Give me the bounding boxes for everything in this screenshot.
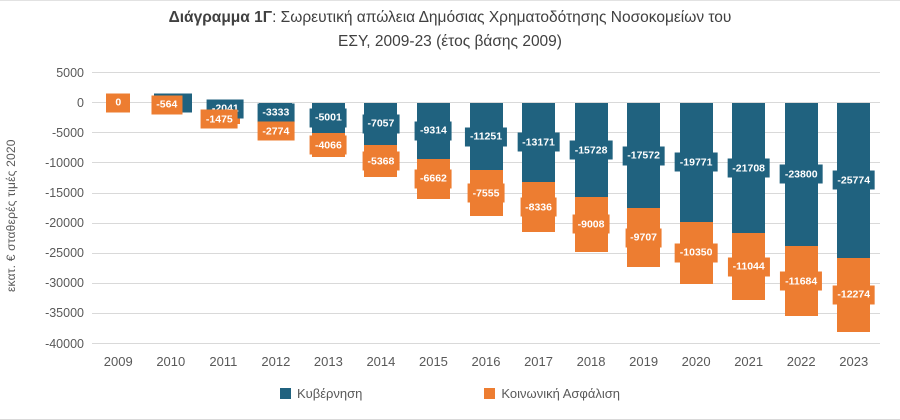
data-label-Κυβέρνηση-2021: -21708 xyxy=(727,158,771,178)
x-tick-label-2021: 2021 xyxy=(734,354,764,369)
chart-title-line1-rest: : Σωρευτική απώλεια Δημόσιας Χρηματοδότη… xyxy=(272,9,732,26)
data-label-Κυβέρνηση-2015: -9314 xyxy=(415,121,452,141)
y-tick-label--40000: -40000 xyxy=(45,336,84,351)
data-label-Κυβέρνηση-2013: -5001 xyxy=(309,108,347,128)
data-label-Κυβέρνηση-2016: -11251 xyxy=(464,127,508,147)
legend-item-Κοινωνική Ασφάλιση: Κοινωνική Ασφάλιση xyxy=(484,386,620,401)
data-label-Κυβέρνηση-2018: -15728 xyxy=(569,140,613,160)
x-tick-label-2016: 2016 xyxy=(471,354,501,369)
x-tick-label-2020: 2020 xyxy=(681,354,711,369)
data-label-Κοινωνική Ασφάλιση-2009: 0 xyxy=(106,93,131,113)
data-label-Κοινωνική Ασφάλιση-2011: -1475 xyxy=(200,109,238,129)
data-label-Κυβέρνηση-2020: -19771 xyxy=(674,152,718,172)
gridline--30000 xyxy=(92,282,880,284)
y-tick-label--20000: -20000 xyxy=(45,216,84,231)
legend-label: Κοινωνική Ασφάλιση xyxy=(501,385,620,401)
data-label-Κοινωνική Ασφάλιση-2017: -8336 xyxy=(520,197,557,217)
chart-title-line1: Διάγραμμα 1Γ: Σωρευτική απώλεια Δημόσιας… xyxy=(0,6,900,30)
y-tick-label-0: 0 xyxy=(77,95,84,110)
legend-swatch-icon xyxy=(484,387,496,399)
x-tick-label-2017: 2017 xyxy=(524,354,553,369)
x-tick-label-2013: 2013 xyxy=(313,354,343,369)
data-label-Κυβέρνηση-2023: -25774 xyxy=(832,170,876,190)
data-label-Κοινωνική Ασφάλιση-2014: -5368 xyxy=(362,151,400,171)
legend: Κυβέρνηση Κοινωνική Ασφάλιση xyxy=(0,382,900,404)
y-tick-label--30000: -30000 xyxy=(45,276,84,291)
y-tick-label-5000: 5000 xyxy=(56,65,84,80)
data-label-Κοινωνική Ασφάλιση-2018: -9008 xyxy=(572,214,610,234)
data-label-Κυβέρνηση-2012: -3333 xyxy=(257,103,295,123)
data-label-Κυβέρνηση-2022: -23800 xyxy=(779,164,823,184)
data-label-Κοινωνική Ασφάλιση-2021: -11044 xyxy=(727,257,770,277)
gridline--25000 xyxy=(92,252,880,254)
legend-item-Κυβέρνηση: Κυβέρνηση xyxy=(279,385,363,401)
chart-title-prefix: Διάγραμμα 1Γ xyxy=(168,9,273,26)
y-tick-label--25000: -25000 xyxy=(45,246,84,261)
x-tick-label-2012: 2012 xyxy=(261,354,291,369)
data-label-Κοινωνική Ασφάλιση-2020: -10350 xyxy=(674,243,718,263)
x-tick-label-2019: 2019 xyxy=(629,354,659,369)
data-label-Κυβέρνηση-2014: -7057 xyxy=(362,114,400,134)
data-label-Κοινωνική Ασφάλιση-2013: -4066 xyxy=(309,135,347,155)
gridline--40000 xyxy=(92,343,880,344)
data-label-Κοινωνική Ασφάλιση-2019: -9707 xyxy=(625,228,663,248)
data-label-Κυβέρνηση-2019: -17572 xyxy=(622,146,665,166)
y-tick-label--5000: -5000 xyxy=(52,125,84,140)
gridline-5000 xyxy=(92,72,880,74)
data-label-Κοινωνική Ασφάλιση-2015: -6662 xyxy=(415,169,452,189)
legend-label: Κυβέρνηση xyxy=(296,385,363,401)
gridline--20000 xyxy=(92,222,880,224)
x-tick-label-2011: 2011 xyxy=(209,354,238,369)
x-tick-label-2010: 2010 xyxy=(156,354,186,369)
y-tick-label--10000: -10000 xyxy=(45,155,84,170)
data-label-Κοινωνική Ασφάλιση-2010: -564 xyxy=(151,95,183,115)
data-label-Κυβέρνηση-2017: -13171 xyxy=(517,132,560,152)
gridline--35000 xyxy=(92,312,880,314)
data-label-Κοινωνική Ασφάλιση-2016: -7555 xyxy=(467,183,505,203)
data-label-Κοινωνική Ασφάλιση-2012: -2774 xyxy=(257,121,295,141)
chart-title: Διάγραμμα 1Γ: Σωρευτική απώλεια Δημόσιας… xyxy=(0,6,900,54)
data-label-Κοινωνική Ασφάλιση-2023: -12274 xyxy=(832,285,876,305)
x-tick-label-2015: 2015 xyxy=(418,354,448,369)
x-tick-label-2022: 2022 xyxy=(786,354,816,369)
data-label-Κοινωνική Ασφάλιση-2022: -11684 xyxy=(780,271,823,291)
legend-swatch-icon xyxy=(279,387,291,399)
y-tick-label--35000: -35000 xyxy=(45,306,84,321)
x-tick-label-2023: 2023 xyxy=(839,354,869,369)
y-tick-label--15000: -15000 xyxy=(45,186,84,200)
chart-title-line2: ΕΣΥ, 2009-23 (έτος βάσης 2009) xyxy=(338,33,562,50)
x-tick-label-2009: 2009 xyxy=(103,354,133,369)
x-tick-label-2014: 2014 xyxy=(366,354,396,369)
x-tick-label-2018: 2018 xyxy=(576,354,606,369)
